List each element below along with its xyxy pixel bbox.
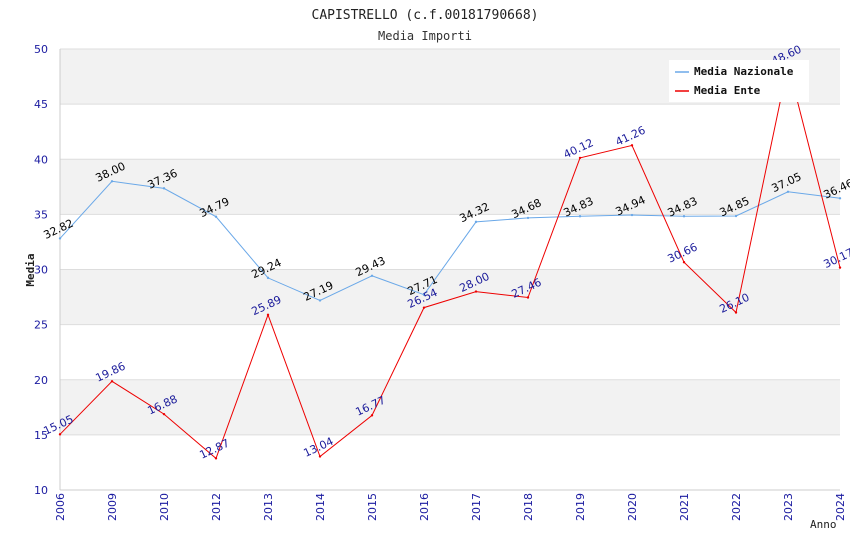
data-point (58, 433, 62, 436)
data-point (786, 190, 790, 193)
data-point (474, 220, 478, 224)
x-tick-labels: 2006 2009 2010 2012 2013 2014 2015 2016 2017 2018… (54, 493, 847, 521)
data-label: 12.87 (197, 437, 231, 462)
x-tick-label: 2024 (834, 493, 847, 521)
data-point (110, 380, 114, 383)
data-point (630, 144, 634, 147)
x-tick-label: 2020 (626, 493, 639, 521)
y-tick-label: 35 (34, 208, 48, 221)
data-point (682, 215, 686, 218)
data-point (370, 274, 374, 277)
data-label: 30.66 (665, 241, 699, 266)
x-tick-label: 2022 (730, 493, 743, 521)
data-point (838, 266, 842, 269)
y-tick-labels: 10 15 20 25 30 35 40 45 50 (34, 43, 48, 497)
legend-label-media-ente: Media Ente (694, 84, 761, 97)
x-tick-label: 2016 (418, 493, 431, 521)
y-tick-label: 50 (34, 43, 48, 56)
y-axis-label: Media (24, 253, 37, 286)
data-point (630, 213, 634, 217)
data-label: 41.26 (613, 124, 647, 149)
gridlines (60, 48, 840, 491)
data-point (838, 197, 842, 200)
x-tick-label: 2017 (470, 493, 483, 521)
y-tick-label: 10 (34, 484, 48, 497)
x-tick-label: 2019 (574, 493, 587, 521)
data-point (58, 237, 62, 240)
data-label: 13.04 (301, 435, 335, 460)
x-tick-label: 2023 (782, 493, 795, 521)
series-line-media-ente (59, 64, 841, 460)
y-tick-label: 25 (34, 319, 48, 332)
x-axis-label: Anno (810, 518, 837, 531)
data-label: 40.12 (561, 136, 595, 161)
data-point (578, 156, 582, 160)
data-point (422, 293, 426, 296)
plot-band (60, 159, 840, 215)
data-point (266, 276, 270, 280)
data-point (266, 313, 270, 317)
chart-title: CAPISTRELLO (c.f.00181790668) (312, 8, 539, 23)
data-point (318, 455, 322, 458)
y-tick-label: 20 (34, 374, 48, 387)
plot-band (60, 269, 840, 325)
plot-bands (60, 49, 840, 435)
x-tick-label: 2021 (678, 493, 691, 521)
data-point (578, 215, 582, 218)
data-point (110, 180, 114, 183)
data-point (370, 414, 374, 417)
x-tick-label: 2013 (262, 493, 275, 521)
x-tick-label: 2009 (106, 493, 119, 521)
data-point (162, 187, 166, 190)
legend-label-media-nazionale: Media Nazionale (694, 65, 794, 78)
chart-subtitle: Media Importi (378, 29, 472, 43)
data-point (526, 216, 530, 220)
data-point (474, 290, 478, 293)
x-tick-label: 2015 (366, 493, 379, 521)
x-tick-label: 2018 (522, 493, 535, 521)
series-lines (58, 63, 842, 460)
data-point (318, 299, 322, 302)
series-line-media-nazionale (59, 180, 841, 302)
data-point (214, 457, 218, 460)
data-point (734, 311, 738, 314)
data-point (162, 412, 166, 416)
data-point (214, 215, 218, 218)
x-tick-label: 2010 (158, 493, 171, 521)
legend-box (669, 60, 809, 102)
x-tick-label: 2014 (314, 493, 327, 521)
data-point (422, 306, 426, 309)
y-tick-label: 15 (34, 429, 48, 442)
y-tick-label: 45 (34, 98, 48, 111)
x-tick-label: 2012 (210, 493, 223, 521)
data-point (682, 261, 686, 264)
legend: Media Nazionale Media Ente (669, 60, 809, 102)
x-tick-label: 2006 (54, 493, 67, 521)
y-tick-label: 40 (34, 153, 48, 166)
data-point (526, 296, 530, 299)
plot-band (60, 379, 840, 435)
data-point (734, 214, 738, 218)
y-tick-label: 30 (34, 264, 48, 277)
